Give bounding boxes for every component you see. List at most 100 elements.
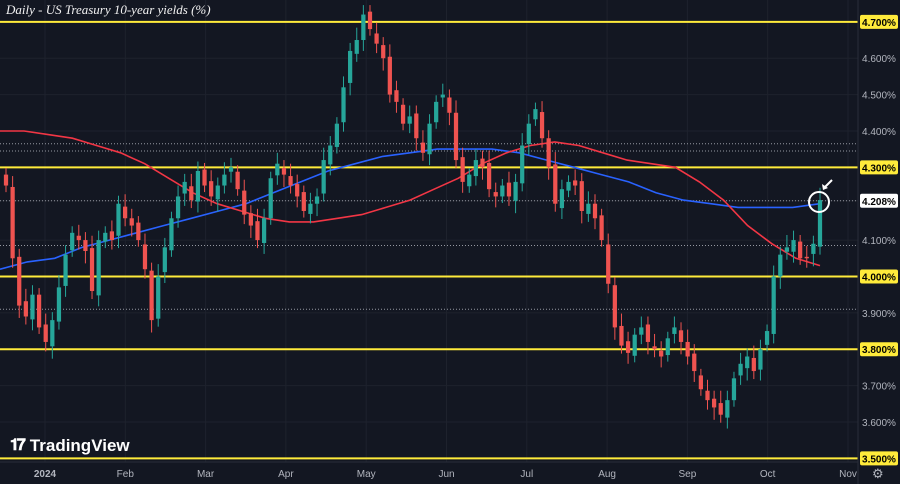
candle-body bbox=[288, 176, 293, 186]
candle-body bbox=[215, 185, 220, 200]
candle-body bbox=[334, 123, 340, 147]
x-tick-label: Apr bbox=[278, 469, 294, 480]
candle-body bbox=[612, 285, 617, 328]
candle-body bbox=[228, 167, 234, 172]
candle-body bbox=[718, 403, 723, 415]
candle-body bbox=[314, 196, 320, 204]
candle-body bbox=[625, 341, 631, 353]
y-tick-label: 3.700% bbox=[862, 382, 896, 393]
y-tick-label: 4.208% bbox=[862, 197, 896, 208]
candle-body bbox=[698, 375, 703, 390]
candle-body bbox=[136, 222, 141, 241]
candle-body bbox=[387, 56, 392, 95]
candle-body bbox=[10, 186, 15, 259]
candle-body bbox=[162, 247, 167, 273]
candle-body bbox=[453, 112, 459, 161]
candle-body bbox=[76, 235, 81, 241]
candle-body bbox=[526, 123, 531, 145]
candle-body bbox=[116, 203, 121, 236]
candle-body bbox=[295, 184, 300, 197]
candle-body bbox=[500, 185, 505, 197]
candle-body bbox=[539, 112, 545, 139]
y-label-badge bbox=[860, 342, 898, 357]
candle-body bbox=[189, 186, 194, 201]
candle-body bbox=[156, 276, 161, 319]
gear-icon[interactable]: ⚙ bbox=[872, 466, 884, 481]
candle-body bbox=[659, 350, 664, 357]
candle-body bbox=[586, 203, 591, 214]
candle-body bbox=[804, 256, 809, 259]
candle-body bbox=[427, 123, 432, 155]
candle-body bbox=[301, 192, 306, 211]
candle-body bbox=[751, 357, 756, 372]
candle-body bbox=[434, 101, 439, 123]
candle-body bbox=[745, 356, 750, 369]
candle-body bbox=[486, 162, 492, 190]
candle-body bbox=[308, 203, 313, 214]
x-tick-label: Mar bbox=[197, 469, 215, 480]
y-axis-labels: 4.700% 4.600% 4.500% 4.400% 4.300% 4.208% 4.10… bbox=[860, 14, 898, 466]
candle-body bbox=[30, 294, 35, 320]
candle-body bbox=[811, 243, 816, 254]
candle-body bbox=[460, 157, 465, 182]
chart-title: Daily - US Treasury 10-year yields (%) bbox=[6, 2, 211, 17]
candle-body bbox=[533, 109, 538, 120]
candle-body bbox=[473, 160, 478, 177]
candle-body bbox=[83, 240, 88, 252]
candle-body bbox=[43, 324, 48, 342]
y-label-badge bbox=[860, 160, 898, 175]
grid-lines bbox=[0, 0, 858, 462]
candle-body bbox=[639, 327, 644, 335]
candle-body bbox=[3, 174, 9, 186]
candle-body bbox=[149, 270, 154, 321]
tradingview-logo-icon: 𝟏𝟕 bbox=[10, 437, 26, 454]
y-tick-label: 3.800% bbox=[862, 345, 896, 356]
candle-body bbox=[242, 190, 247, 215]
y-tick-label: 4.600% bbox=[862, 54, 896, 65]
candle-body bbox=[520, 145, 525, 184]
candle-body bbox=[506, 182, 512, 197]
candle-body bbox=[381, 45, 386, 59]
candle-body bbox=[711, 398, 717, 408]
candle-body bbox=[546, 138, 551, 168]
candle-body bbox=[261, 218, 267, 244]
support-resistance-levels bbox=[0, 20, 858, 460]
candle-body bbox=[553, 164, 558, 204]
marker-circle bbox=[808, 179, 833, 213]
candle-body bbox=[248, 213, 253, 226]
candle-body bbox=[672, 327, 677, 334]
candle-body bbox=[275, 163, 280, 176]
candle-body bbox=[758, 349, 763, 370]
candle-body bbox=[619, 325, 624, 346]
candle-body bbox=[573, 180, 578, 186]
candle-body bbox=[566, 181, 571, 191]
candle-body bbox=[771, 276, 776, 334]
candle-body bbox=[652, 346, 657, 350]
candle-body bbox=[725, 400, 730, 418]
x-tick-label: Oct bbox=[760, 469, 776, 480]
candle-body bbox=[103, 232, 108, 242]
y-tick-label: 3.600% bbox=[862, 418, 896, 429]
candle-body bbox=[817, 200, 823, 247]
candle-body bbox=[63, 254, 68, 286]
y-label-badge bbox=[860, 14, 898, 29]
x-tick-label: Jul bbox=[520, 469, 533, 480]
candle-body bbox=[731, 378, 737, 401]
y-label-badge bbox=[860, 451, 898, 466]
y-tick-label: 4.100% bbox=[862, 236, 896, 247]
y-axis-panel[interactable] bbox=[858, 0, 900, 484]
candle-body bbox=[50, 320, 55, 347]
candle-body bbox=[175, 196, 181, 219]
candle-body bbox=[420, 142, 426, 153]
y-tick-label: 3.500% bbox=[862, 454, 896, 465]
y-tick-label: 3.900% bbox=[862, 309, 896, 320]
candle-body bbox=[645, 324, 651, 342]
candle-body bbox=[778, 254, 783, 277]
y-tick-label: 4.300% bbox=[862, 163, 896, 174]
candle-body bbox=[182, 181, 187, 194]
candle-body bbox=[678, 330, 684, 342]
candlestick-series bbox=[3, 5, 823, 429]
candle-body bbox=[202, 169, 207, 186]
y-tick-label: 4.400% bbox=[862, 127, 896, 138]
